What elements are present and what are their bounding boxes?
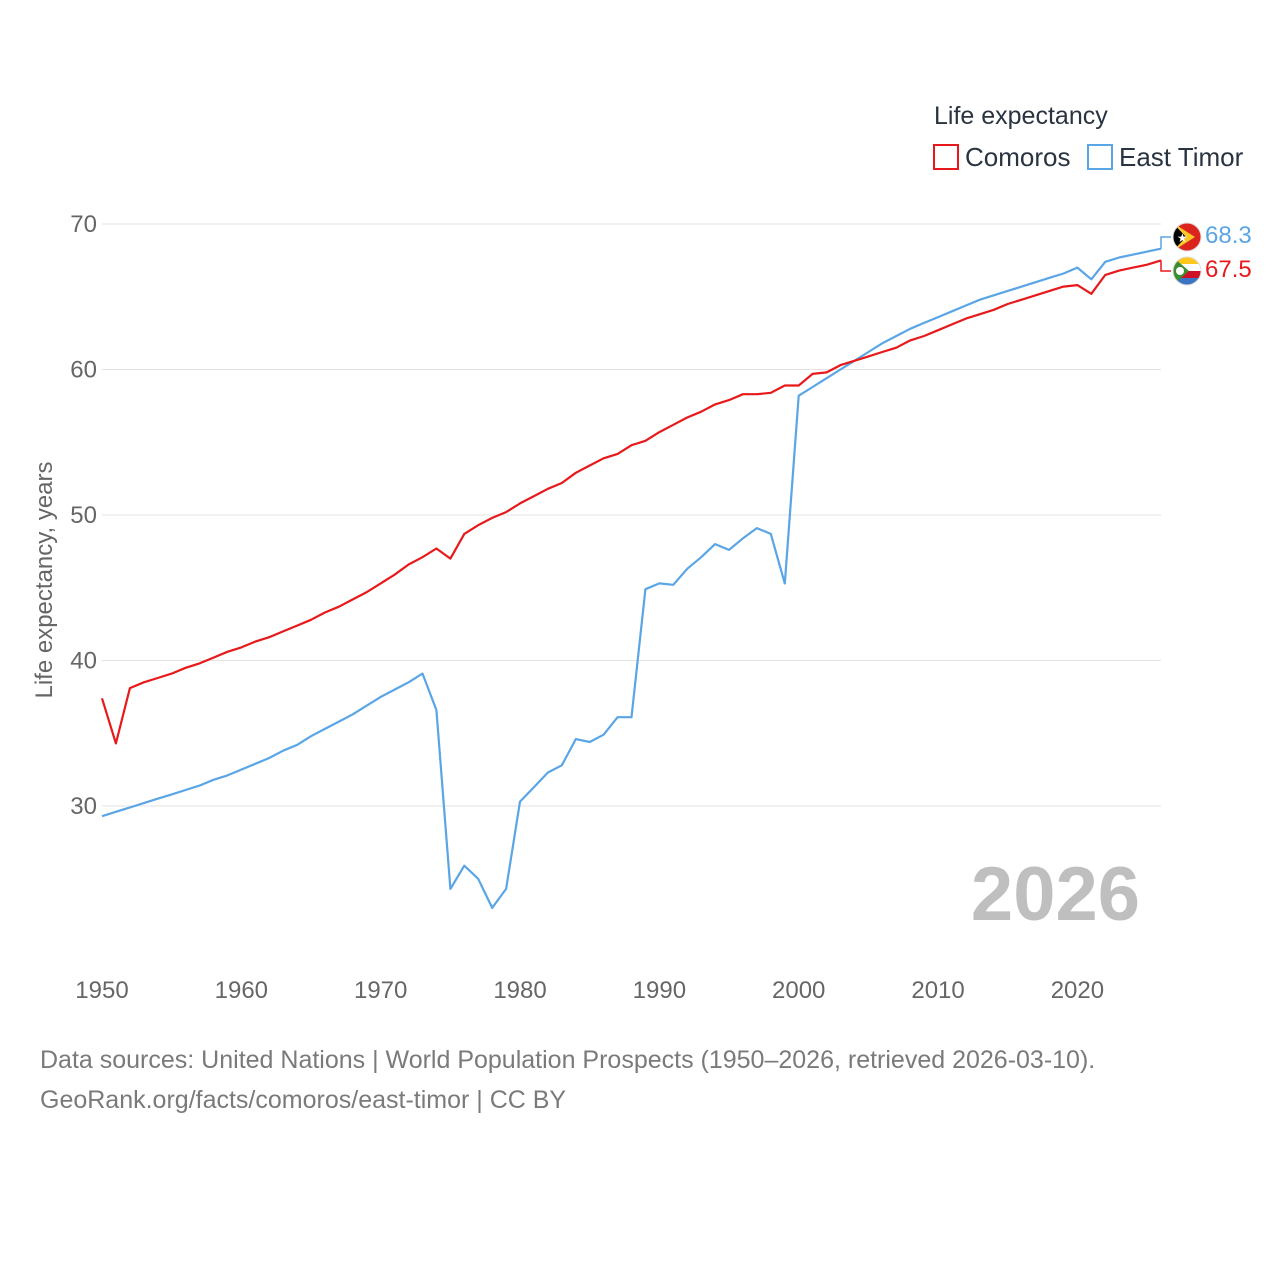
legend-label-east-timor: East Timor <box>1119 142 1244 172</box>
series-line-east-timor <box>101 247 1162 910</box>
x-tick-label: 1970 <box>354 977 407 1004</box>
y-tick-label: 70 <box>70 211 97 238</box>
life-expectancy-chart: 30 40 50 60 70 1950 1960 1970 1980 1990 2000 2010 2… <box>31 102 1252 1004</box>
x-tick-label: 1960 <box>215 977 268 1004</box>
legend: Life expectancy Comoros East Timor <box>933 102 1244 172</box>
y-tick-label: 40 <box>70 648 97 675</box>
x-tick-label: 2020 <box>1051 977 1104 1004</box>
y-tick-label: 50 <box>70 502 97 529</box>
east-timor-flag-icon: ★ <box>1172 222 1202 252</box>
x-tick-label: 1990 <box>633 977 686 1004</box>
footer: Data sources: United Nations | World Pop… <box>40 1040 1095 1120</box>
x-tick-label: 2010 <box>911 977 964 1004</box>
x-tick-label: 1980 <box>493 977 546 1004</box>
y-axis-ticks: 30 40 50 60 70 <box>70 211 97 820</box>
y-axis-title: Life expectancy, years <box>31 461 58 698</box>
comoros-flag-icon <box>1172 256 1202 286</box>
series-line-comoros <box>100 259 1162 745</box>
end-label-comoros: 67.5 <box>1205 256 1252 283</box>
y-tick-label: 60 <box>70 357 97 384</box>
legend-swatch-comoros <box>933 144 959 170</box>
end-connector-east-timor <box>1160 236 1171 249</box>
end-label-east-timor: 68.3 <box>1205 222 1252 249</box>
y-tick-label: 30 <box>70 793 97 820</box>
end-connector-comoros <box>1160 260 1171 272</box>
legend-swatch-east-timor <box>1087 144 1113 170</box>
legend-label-comoros: Comoros <box>965 142 1070 172</box>
current-year-label: 2026 <box>971 852 1140 937</box>
x-axis-ticks: 1950 1960 1970 1980 1990 2000 2010 2020 <box>75 977 1104 1004</box>
x-tick-label: 1950 <box>75 977 128 1004</box>
data-sources-text: Data sources: United Nations | World Pop… <box>40 1046 1096 1074</box>
source-link[interactable]: GeoRank.org/facts/comoros/east-timor | C… <box>40 1086 567 1114</box>
series-lines <box>100 247 1162 910</box>
svg-text:★: ★ <box>1177 231 1188 245</box>
gridlines <box>102 223 1161 807</box>
x-tick-label: 2000 <box>772 977 825 1004</box>
legend-title: Life expectancy <box>934 102 1108 130</box>
